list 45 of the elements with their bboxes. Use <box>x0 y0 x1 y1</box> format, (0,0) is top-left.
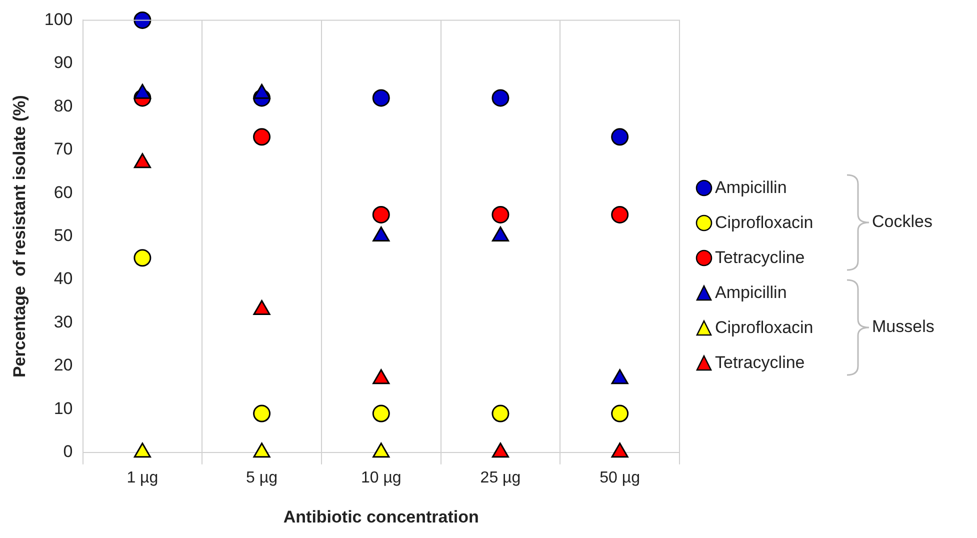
point <box>492 89 510 107</box>
x-tick-label: 25 µg <box>480 469 521 486</box>
point <box>253 442 270 458</box>
text: Mussels <box>872 316 934 336</box>
y-tick-label: 60 <box>54 182 73 202</box>
y-tick-label: 40 <box>54 269 73 288</box>
point <box>492 442 510 458</box>
y-tick-label: 0 <box>63 442 73 462</box>
y-tick-label: 10 <box>54 398 73 418</box>
legend-label: Ampicillin <box>715 282 787 302</box>
point <box>253 128 271 146</box>
y-tick-label: 70 <box>54 140 73 159</box>
legend-label: Ciprofloxacin <box>715 318 814 338</box>
y-tick-label: 90 <box>54 53 73 72</box>
point <box>134 442 151 458</box>
point <box>372 89 390 107</box>
y-tick-label: 30 <box>54 312 73 332</box>
point <box>372 206 390 224</box>
x-tick-label: 50 µg <box>600 469 640 486</box>
x-tick-label: 1 µg <box>126 469 158 486</box>
point <box>611 206 629 224</box>
point <box>611 369 628 384</box>
point <box>372 442 390 458</box>
x-axis-title: Antibiotic concentration <box>283 507 479 526</box>
point <box>134 11 152 29</box>
point <box>611 128 629 146</box>
point <box>492 206 510 224</box>
y-tick-label: 100 <box>44 10 73 29</box>
point <box>492 226 510 242</box>
point <box>372 226 390 242</box>
x-tick-label: 10 µg <box>360 469 402 486</box>
legend-label: Tetracycline <box>715 352 805 372</box>
y-tick-label: 20 <box>54 356 73 375</box>
point <box>134 249 152 267</box>
text: Cockles <box>872 212 932 232</box>
point <box>253 300 270 316</box>
y-tick-label: 50 <box>54 226 73 245</box>
legend-label: Ampicillin <box>715 178 787 198</box>
legend-label: Ciprofloxacin <box>715 212 814 232</box>
point <box>372 369 390 384</box>
x-tick-label: 5 µg <box>246 469 278 486</box>
y-tick-label: 80 <box>54 96 73 116</box>
y-axis-title: Percentage of resistant isolate (%) <box>10 95 29 378</box>
point <box>611 442 628 458</box>
legend-label: Tetracycline <box>715 248 805 268</box>
